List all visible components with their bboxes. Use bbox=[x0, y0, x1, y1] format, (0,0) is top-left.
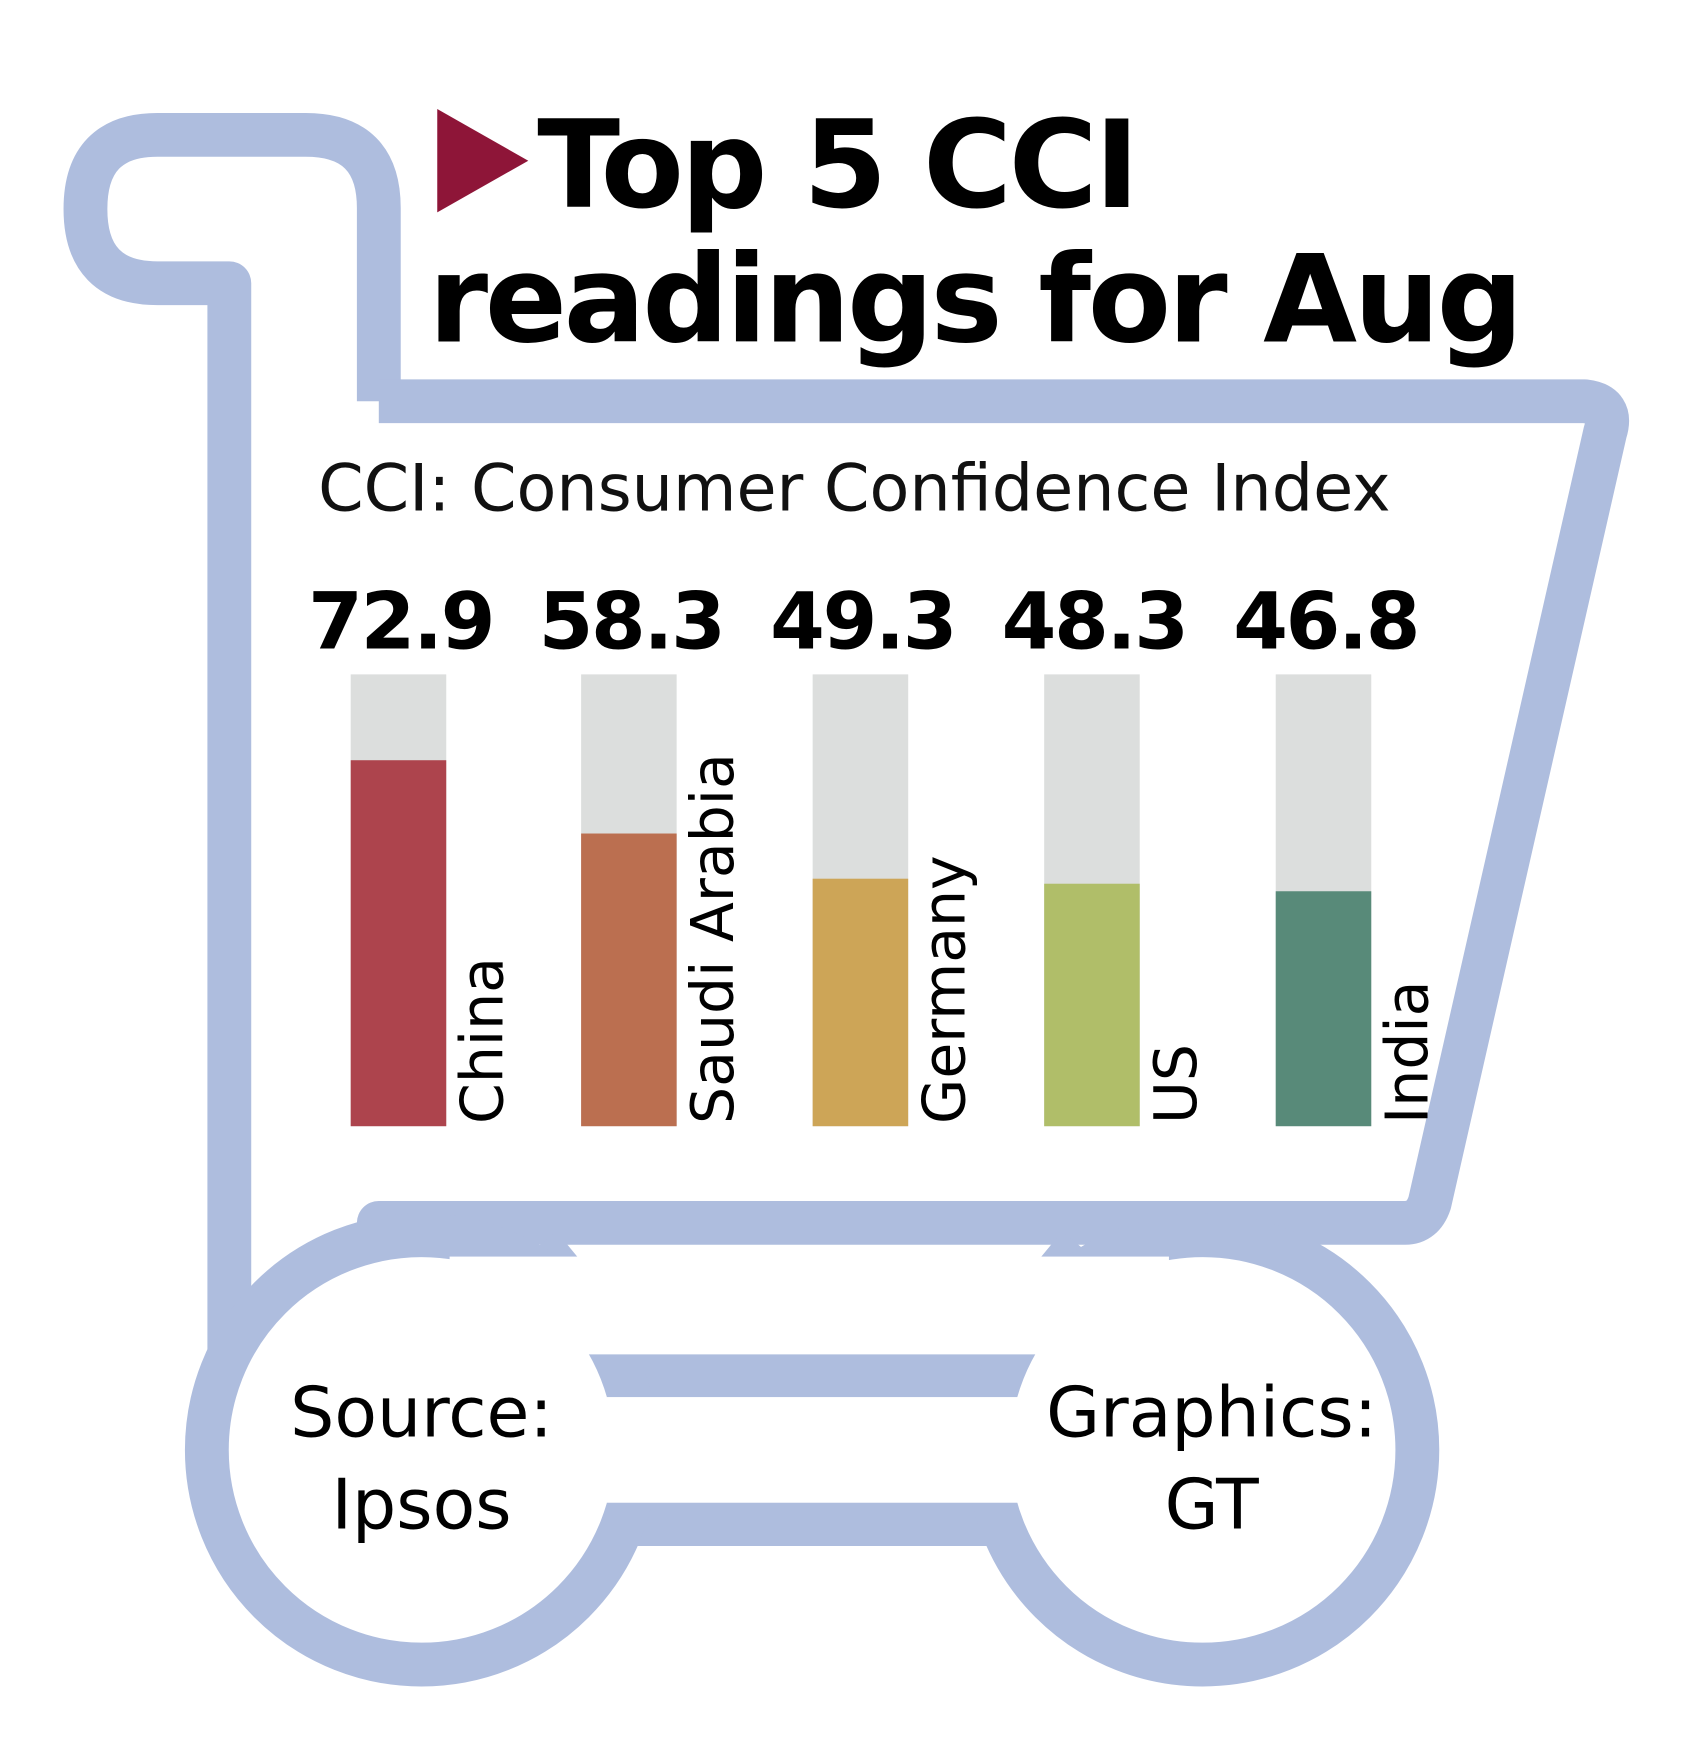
value-label: 48.3 bbox=[1002, 576, 1187, 668]
credit-label: Graphics: bbox=[1046, 1372, 1377, 1453]
source-value: Ipsos bbox=[332, 1465, 512, 1546]
chart-subtitle: CCI: Consumer Confidence Index bbox=[318, 450, 1391, 526]
bar-india bbox=[1275, 891, 1372, 1127]
cart-basket bbox=[356, 379, 1630, 1271]
bar-china bbox=[350, 760, 447, 1127]
chart-title-line2: readings for Aug bbox=[428, 229, 1520, 371]
triangle-right-icon bbox=[437, 109, 529, 213]
credit-value: GT bbox=[1165, 1465, 1260, 1546]
category-label: China bbox=[448, 957, 516, 1124]
source-label: Source: bbox=[290, 1372, 553, 1453]
category-label: Saudi Arabia bbox=[679, 753, 747, 1124]
value-label: 58.3 bbox=[539, 576, 724, 668]
bars: 72.9 China 58.3 Saudi Arabia 49.3 Germany 48.3… bbox=[308, 576, 1441, 1127]
cart-handle bbox=[63, 112, 401, 1360]
chart-title-line1: Top 5 CCI bbox=[537, 94, 1136, 236]
bar-germany bbox=[812, 878, 909, 1127]
category-label: India bbox=[1373, 981, 1441, 1124]
value-label: 72.9 bbox=[308, 576, 493, 668]
value-label: 49.3 bbox=[770, 576, 955, 668]
value-label: 46.8 bbox=[1233, 576, 1418, 668]
category-label: Germany bbox=[910, 855, 978, 1124]
bar-us bbox=[1044, 883, 1140, 1127]
bar-saudi-arabia bbox=[581, 833, 677, 1127]
category-label: US bbox=[1142, 1044, 1210, 1124]
